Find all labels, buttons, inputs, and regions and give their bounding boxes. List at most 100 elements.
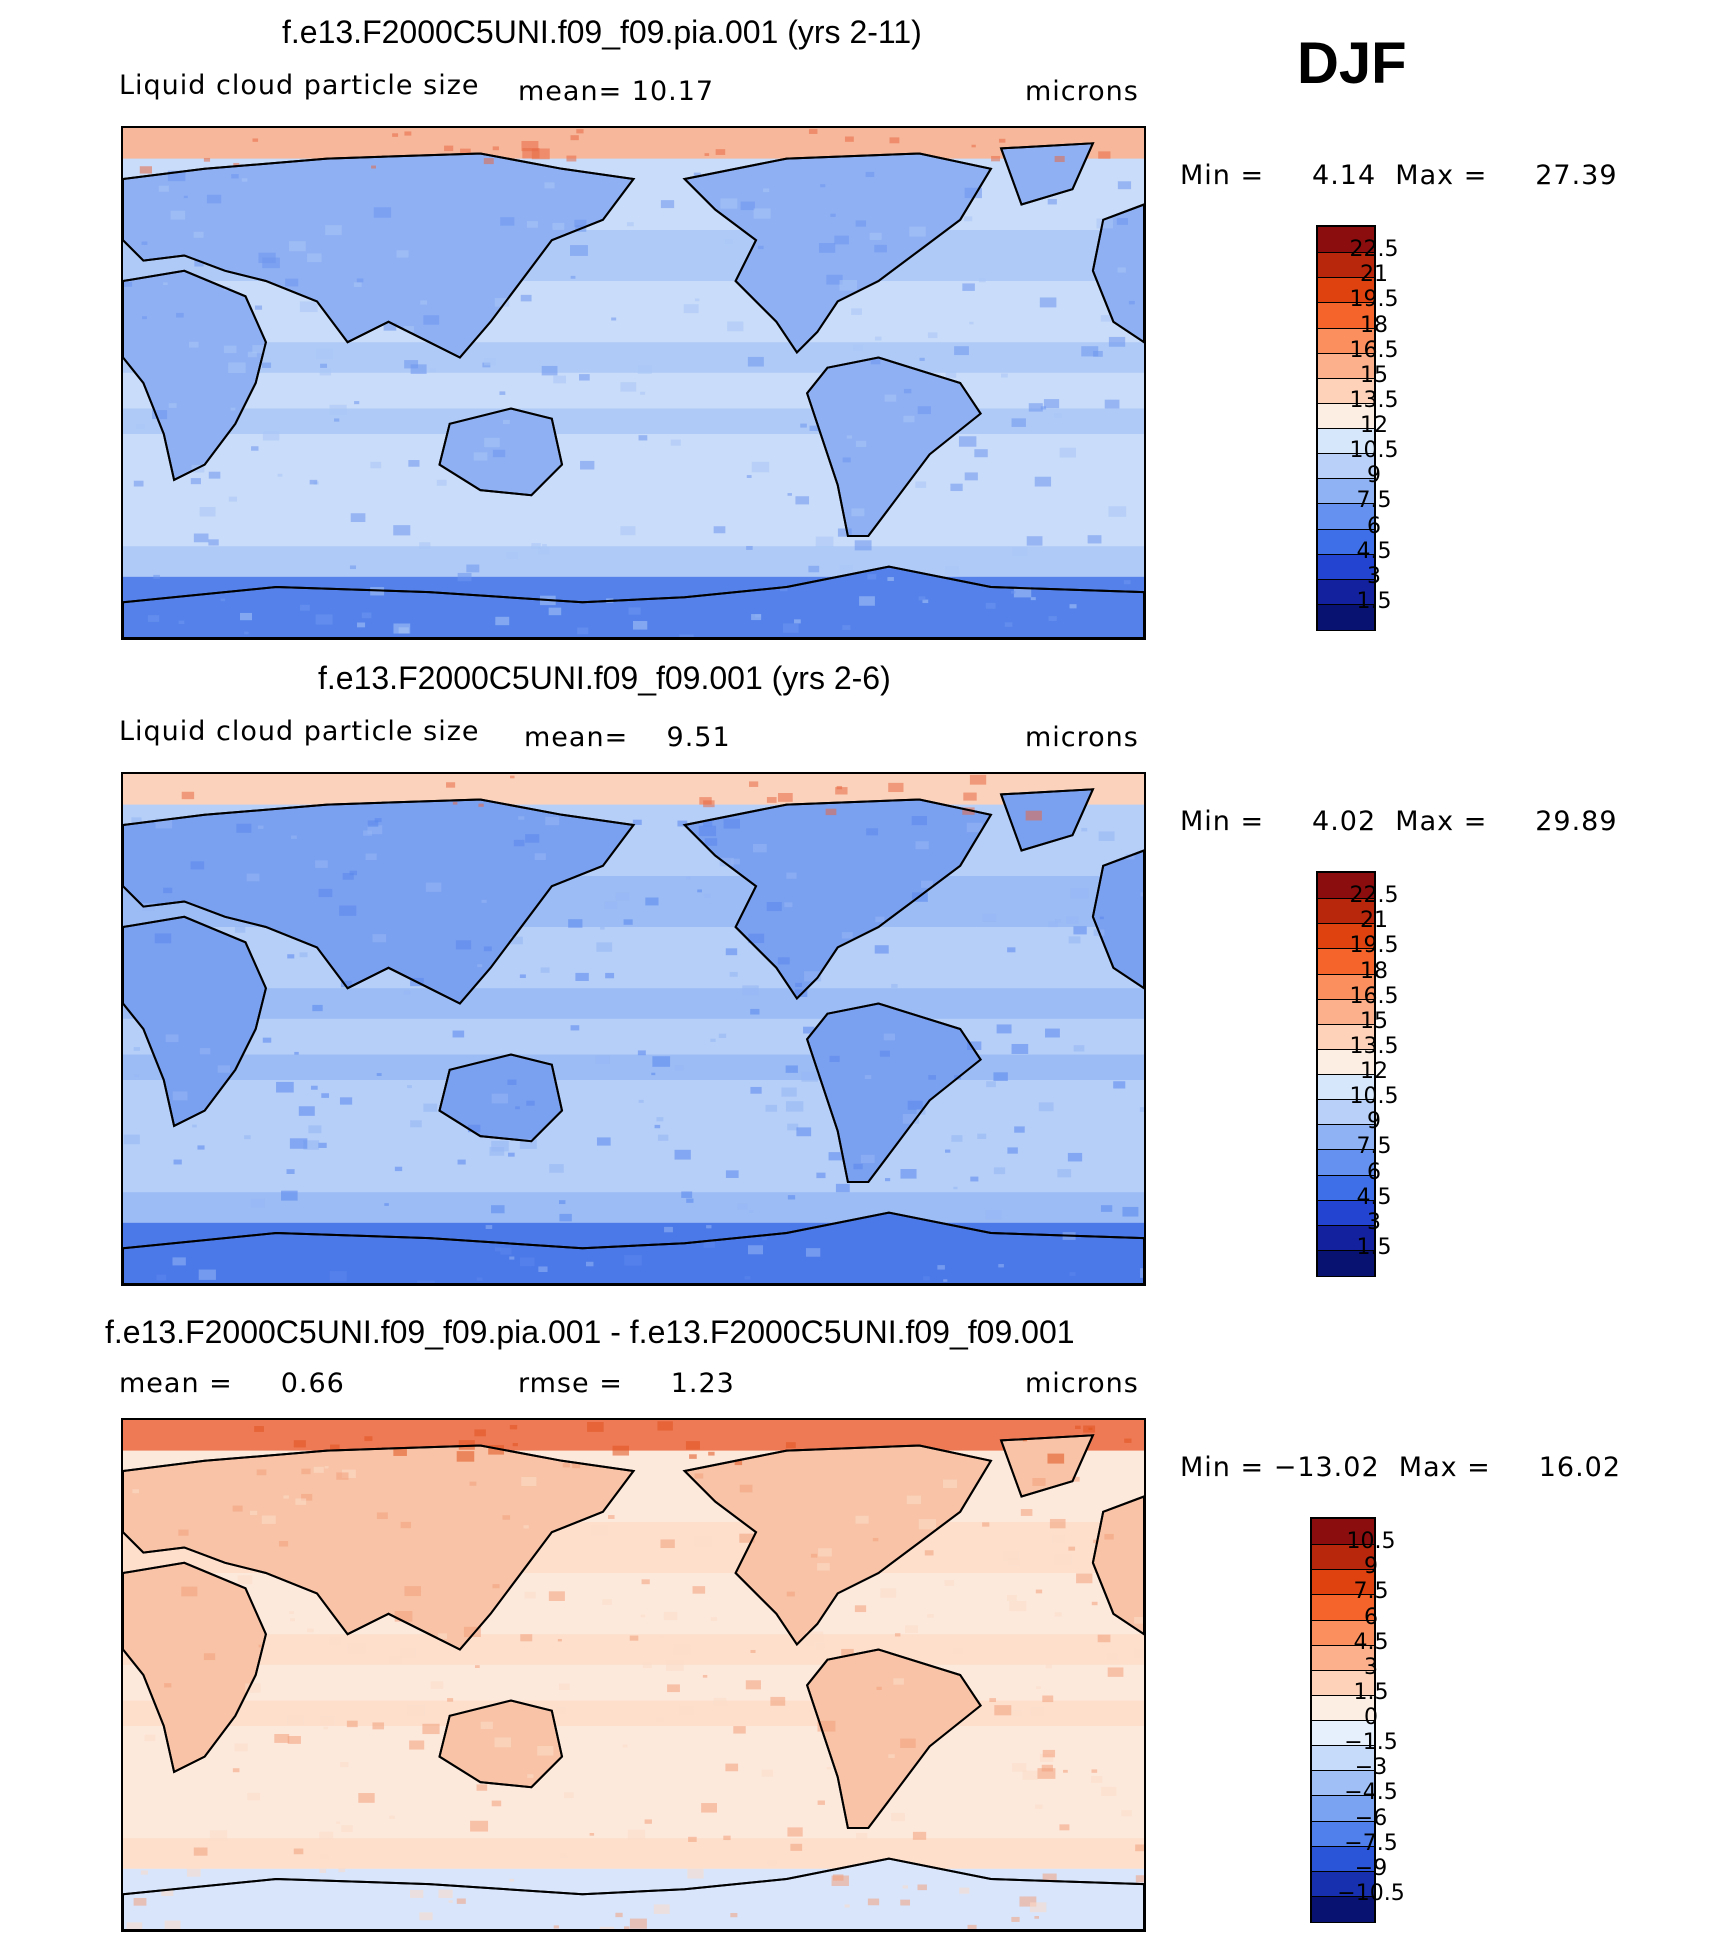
field-speckle	[1011, 1043, 1029, 1054]
field-speckle	[589, 1832, 595, 1836]
field-speckle	[133, 1898, 147, 1906]
coastline-europe_w	[1091, 1495, 1144, 1636]
field-speckle	[346, 1720, 358, 1728]
field-speckle	[315, 348, 334, 359]
field-speckle	[912, 1831, 927, 1840]
field-speckle	[1124, 1438, 1132, 1443]
field-speckle	[683, 304, 699, 314]
field-speckle	[438, 1889, 453, 1899]
field-speckle	[1070, 887, 1089, 899]
field-speckle	[1041, 1764, 1053, 1772]
field-speckle	[805, 1631, 824, 1642]
field-speckle	[829, 1055, 840, 1062]
field-speckle	[1128, 300, 1135, 305]
colorbar-swatch	[1312, 1745, 1374, 1772]
field-speckle	[338, 1868, 346, 1873]
field-speckle	[855, 440, 867, 447]
field-speckle	[512, 1443, 518, 1447]
panel-3-map	[121, 1418, 1146, 1932]
colorbar-tick-label: 19.5	[1349, 933, 1399, 959]
colorbar-swatch	[1318, 1149, 1374, 1176]
field-speckle	[653, 1904, 670, 1914]
field-speckle	[457, 1159, 466, 1165]
field-speckle	[891, 1812, 905, 1822]
panel-3-units-label: microns	[1025, 1368, 1139, 1399]
field-speckle	[558, 1683, 570, 1690]
field-speckle	[568, 919, 583, 928]
colorbar-tick-label: −7.5	[1344, 1830, 1398, 1856]
field-speckle	[865, 171, 875, 178]
field-speckle	[228, 362, 246, 374]
field-speckle	[467, 1124, 481, 1133]
field-speckle	[489, 1146, 505, 1156]
field-speckle	[1104, 399, 1120, 409]
field-speckle	[1022, 1770, 1038, 1780]
field-speckle	[628, 607, 641, 615]
field-speckle	[874, 336, 882, 341]
field-speckle	[1091, 1601, 1098, 1606]
field-speckle	[777, 793, 793, 802]
field-speckle	[964, 216, 973, 222]
field-speckle	[193, 231, 204, 238]
panel-1-variable-label: Liquid cloud particle size	[119, 70, 480, 101]
field-speckle	[1013, 586, 1032, 598]
field-speckle	[652, 1056, 671, 1067]
field-speckle	[383, 323, 397, 331]
arctic-band	[123, 774, 1144, 805]
field-speckle	[1063, 1769, 1068, 1773]
colorbar-tick-label: 13.5	[1349, 387, 1399, 413]
field-speckle	[654, 1124, 661, 1129]
field-speckle	[1048, 616, 1057, 622]
field-speckle	[190, 861, 205, 870]
field-speckle	[944, 566, 959, 575]
field-speckle	[384, 1203, 389, 1206]
field-speckle	[419, 542, 431, 550]
field-speckle	[521, 140, 539, 152]
field-speckle	[817, 1800, 825, 1805]
field-speckle	[602, 1599, 612, 1605]
field-speckle	[232, 1768, 240, 1773]
field-speckle	[540, 967, 550, 973]
colorbar-tick-label: −9	[1354, 1855, 1388, 1881]
field-speckle	[632, 621, 648, 630]
field-speckle	[927, 332, 938, 339]
field-speckle	[748, 1210, 754, 1213]
field-speckle	[396, 250, 409, 258]
colorbar-tick-label: 3	[1367, 563, 1381, 589]
field-speckle	[837, 528, 852, 537]
field-speckle	[1004, 622, 1013, 627]
colorbar-swatch	[1318, 553, 1374, 580]
field-speckle	[303, 1140, 320, 1150]
field-speckle	[1054, 919, 1061, 923]
field-speckle	[456, 1898, 466, 1904]
field-speckle	[389, 1815, 395, 1819]
field-speckle	[372, 934, 387, 943]
field-speckle	[891, 983, 898, 988]
field-speckle	[600, 926, 605, 930]
field-speckle	[285, 278, 299, 287]
field-speckle	[953, 1186, 958, 1190]
field-speckle	[1093, 1539, 1099, 1544]
field-speckle	[455, 940, 472, 950]
field-speckle	[294, 1051, 299, 1055]
field-speckle	[485, 1225, 493, 1229]
field-speckle	[315, 860, 328, 868]
field-speckle	[1134, 1649, 1144, 1658]
colorbar-swatch	[1318, 1224, 1374, 1251]
colorbar-tick-label: 12	[1360, 1059, 1388, 1084]
field-speckle	[909, 226, 926, 237]
field-speckle	[444, 145, 454, 152]
field-speckle	[596, 942, 613, 952]
field-speckle	[407, 1085, 412, 1089]
field-speckle	[1057, 1169, 1072, 1178]
field-speckle	[830, 213, 836, 217]
coastline-eurasia	[123, 798, 636, 1005]
field-speckle	[288, 241, 306, 252]
field-speckle	[660, 200, 675, 209]
field-speckle	[725, 1763, 739, 1772]
colorbar-swatch	[1312, 1519, 1374, 1545]
colorbar-tick-label: 6	[1364, 1604, 1378, 1630]
field-speckle	[339, 1097, 353, 1105]
field-speckle	[491, 1205, 505, 1214]
field-speckle	[854, 1605, 867, 1613]
